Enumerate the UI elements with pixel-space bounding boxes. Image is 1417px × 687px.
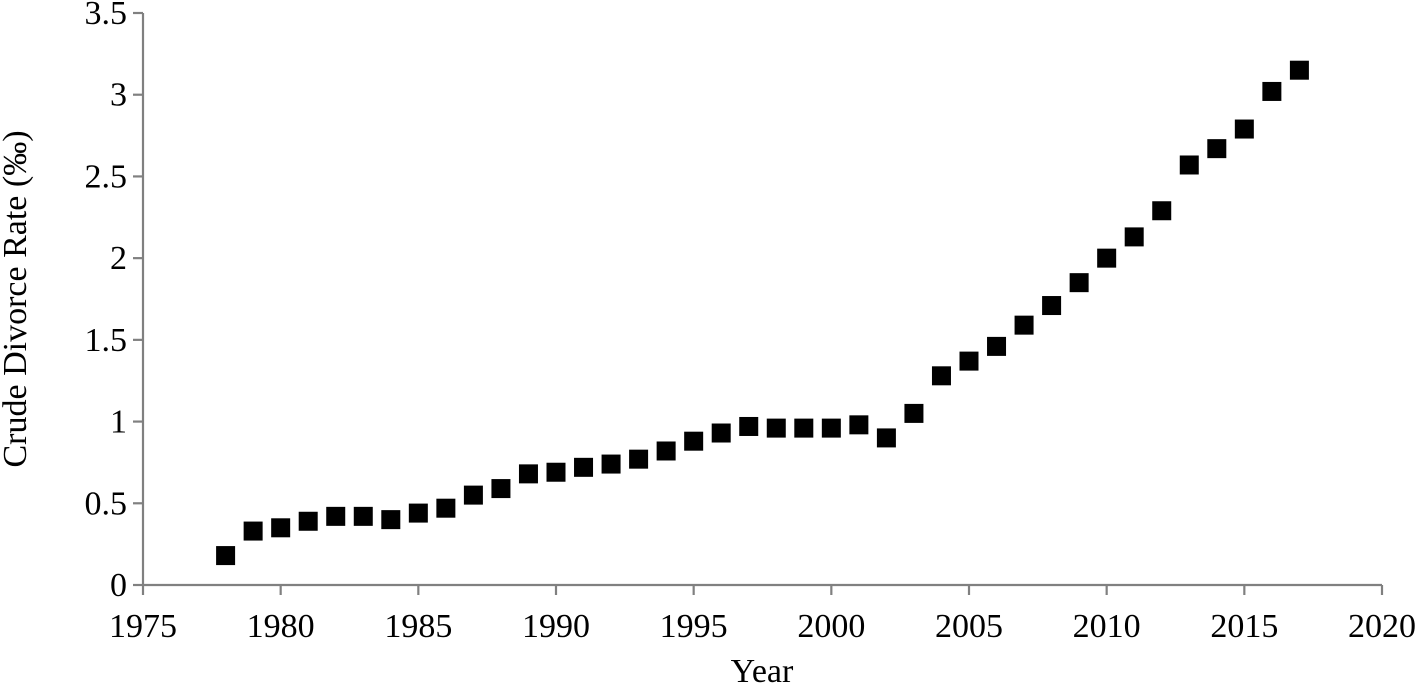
data-point [904, 403, 924, 423]
data-point [766, 418, 786, 438]
x-tick-label: 1995 [660, 608, 728, 645]
data-point [436, 498, 456, 518]
data-point [1014, 315, 1034, 335]
data-point [463, 485, 483, 505]
data-point [1179, 155, 1199, 175]
y-tick-label: 2.5 [85, 158, 128, 195]
data-point [601, 454, 621, 474]
data-point [546, 462, 566, 482]
data-point [491, 479, 511, 499]
y-tick-label: 3 [110, 77, 127, 114]
y-tick-label: 0.5 [85, 485, 128, 522]
y-tick-label: 3.5 [85, 0, 128, 32]
data-point [1262, 81, 1282, 101]
data-point [931, 366, 951, 386]
data-point [518, 464, 538, 484]
y-axis-label: Crude Divorce Rate (‰) [0, 130, 34, 467]
data-point [849, 415, 869, 435]
x-tick-label: 2010 [1073, 608, 1141, 645]
data-point [1097, 248, 1117, 268]
data-point [987, 336, 1007, 356]
y-tick-label: 1 [110, 404, 127, 441]
data-point [271, 518, 291, 538]
data-point [574, 457, 594, 477]
tick-labels: 1975 1980 1985 1990 1995 2000 2005 2010 2015 2020… [85, 0, 1417, 645]
x-tick-label: 1975 [109, 608, 177, 645]
data-point [1289, 60, 1309, 80]
x-tick-label: 2015 [1210, 608, 1278, 645]
data-point [216, 546, 236, 566]
data-point [1207, 139, 1227, 159]
data-point [408, 503, 428, 523]
data-point [243, 521, 263, 541]
x-tick-label: 1985 [384, 608, 452, 645]
data-point [629, 449, 649, 469]
data-point [1234, 119, 1254, 139]
data-point [298, 511, 318, 531]
data-points [216, 60, 1309, 566]
axes [133, 11, 1384, 595]
x-tick-label: 1980 [247, 608, 315, 645]
x-axis-label: Year [731, 653, 794, 687]
data-point [1042, 296, 1062, 316]
x-tick-label: 2020 [1348, 608, 1416, 645]
data-point [711, 423, 731, 443]
data-point [876, 428, 896, 448]
y-tick-label: 1.5 [85, 322, 128, 359]
y-tick-label: 2 [110, 240, 127, 277]
data-point [739, 416, 759, 436]
data-point [1069, 273, 1089, 293]
y-tick-label: 0 [110, 567, 127, 604]
data-point [381, 510, 401, 530]
x-tick-label: 2000 [797, 608, 865, 645]
data-point [794, 418, 814, 438]
data-point [1152, 201, 1172, 221]
data-point [684, 431, 704, 451]
x-tick-label: 1990 [522, 608, 590, 645]
x-tick-label: 2005 [935, 608, 1003, 645]
data-point [656, 441, 676, 461]
data-point [959, 351, 979, 371]
data-point [353, 506, 373, 526]
data-point [1124, 227, 1144, 247]
data-point [326, 506, 346, 526]
data-point [821, 418, 841, 438]
